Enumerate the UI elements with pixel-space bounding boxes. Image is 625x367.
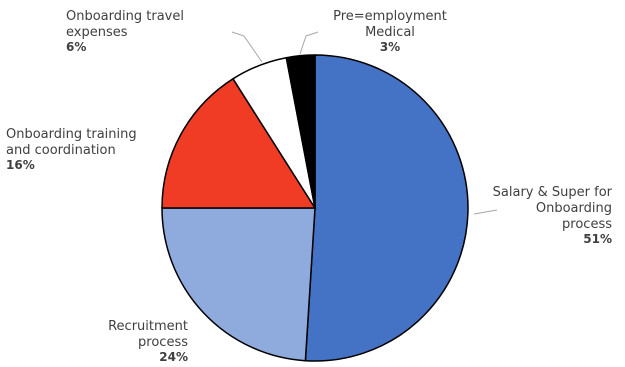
slice-label-line: Onboarding: [536, 201, 612, 216]
slice-label: Pre=employment Medical 3%: [333, 9, 447, 54]
pie-slice: [161, 207, 316, 362]
slice-label-line: and coordination: [6, 143, 116, 158]
leader-line: [299, 31, 319, 55]
slice-label-line: Salary & Super for: [493, 185, 613, 200]
slice-label: Salary & Super for Onboarding process 51%: [493, 185, 613, 246]
slice-label-line: Recruitment: [108, 319, 188, 334]
slice-label-line: expenses: [66, 25, 128, 40]
slice-percent: 6%: [66, 40, 86, 54]
slice-label-line: Pre=employment: [333, 9, 447, 24]
slice-label-line: process: [562, 217, 612, 232]
slice-percent: 51%: [583, 232, 612, 246]
leader-line: [473, 209, 498, 215]
pie-slice: [161, 77, 317, 209]
slice-label-line: Onboarding travel: [66, 9, 184, 24]
slice-label: Onboarding training and coordination 16%: [6, 127, 137, 172]
slice-percent: 16%: [6, 158, 35, 172]
slice-label-line: Medical: [365, 25, 415, 40]
slice-labels: Salary & Super for Onboarding process 51%Re…: [6, 9, 613, 364]
leader-lines: [231, 31, 498, 215]
slice-percent: 3%: [380, 40, 400, 54]
pie-slices: [161, 54, 469, 362]
leader-line: [231, 31, 263, 63]
slice-label-line: process: [138, 335, 188, 350]
slice-percent: 24%: [159, 350, 188, 364]
pie-slice: [304, 54, 469, 362]
slice-label: Onboarding travel expenses 6%: [66, 9, 184, 54]
slice-label-line: Onboarding training: [6, 127, 137, 142]
slice-label: Recruitment process 24%: [108, 319, 188, 364]
pie-slice: [285, 54, 316, 209]
